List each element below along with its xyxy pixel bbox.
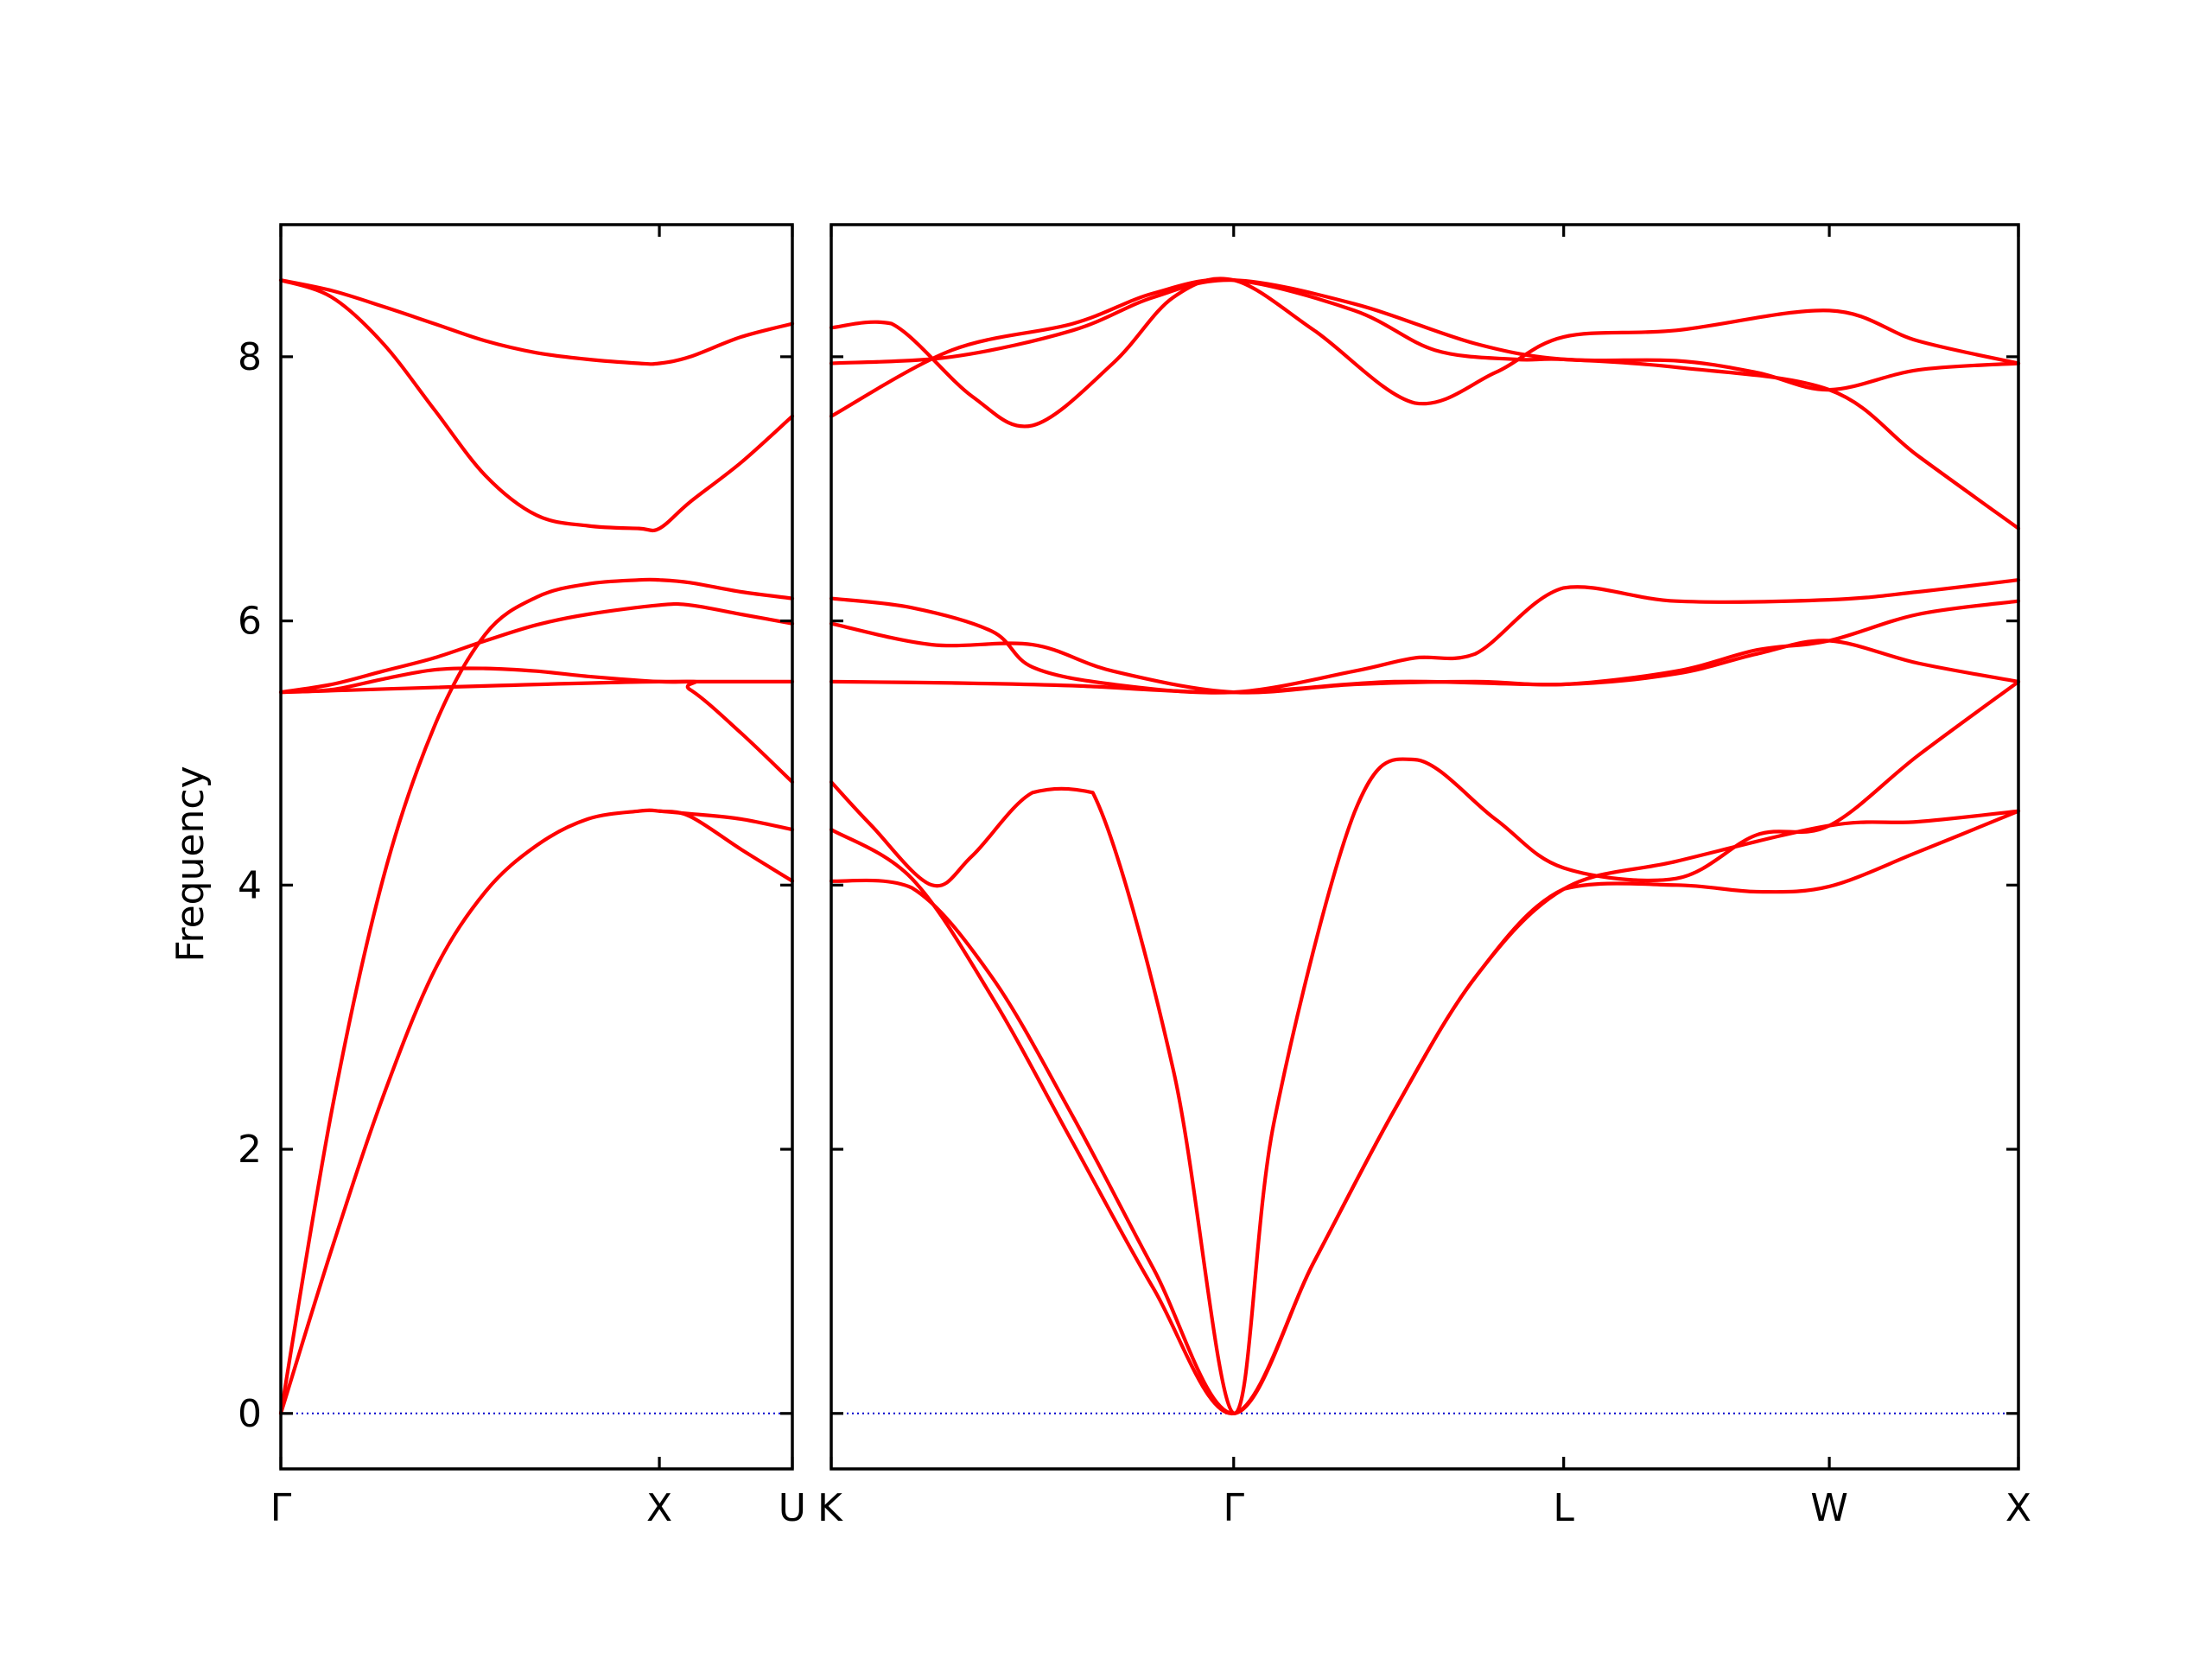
x-tick-label: U <box>779 1486 806 1530</box>
phonon-band-8 <box>658 809 795 832</box>
x-tick-label: Γ <box>270 1486 292 1530</box>
phonon-band-3 <box>278 601 795 695</box>
phonon-band-7 <box>278 808 795 1415</box>
phonon-band-6 <box>278 679 795 785</box>
phonon-band-2 <box>829 277 2021 531</box>
phonon-band-9 <box>829 809 2021 1415</box>
phonon-band-7 <box>829 679 2021 1415</box>
left-panel: 0 2 4 6 8 Γ X U <box>238 223 806 1530</box>
phonon-band-3 <box>829 276 2021 429</box>
x-tick-label: X <box>646 1486 672 1530</box>
phonon-band-5 <box>278 577 795 1415</box>
x-tick-label: X <box>2005 1486 2031 1530</box>
phonon-band-2 <box>278 278 795 533</box>
x-tick-label: K <box>817 1486 843 1530</box>
y-tick-label: 8 <box>238 335 262 379</box>
plot-frame <box>279 223 794 1471</box>
phonon-band-8 <box>829 809 2021 1415</box>
y-tick-label: 2 <box>238 1128 262 1172</box>
phonon-band-1 <box>278 278 795 366</box>
y-tick-label: 4 <box>238 863 262 907</box>
y-tick-label: 6 <box>238 600 262 644</box>
x-tick-label: W <box>1810 1486 1848 1530</box>
x-tick-label: L <box>1553 1486 1574 1530</box>
x-tick-label: Γ <box>1224 1486 1245 1530</box>
phonon-band-6 <box>829 639 2021 695</box>
plot-frame <box>830 223 2020 1471</box>
y-axis-title: Frequency <box>168 766 213 962</box>
y-tick-label: 0 <box>238 1392 262 1436</box>
phonon-band-4 <box>278 666 795 695</box>
